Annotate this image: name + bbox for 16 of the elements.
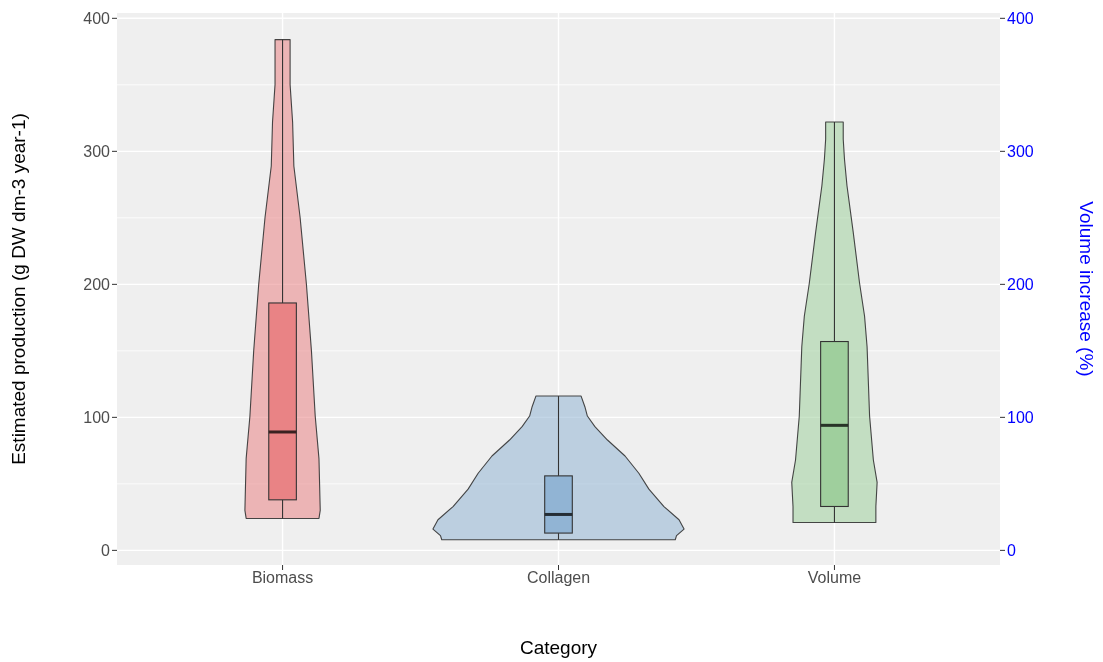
y2-tick-label: 100 <box>1007 409 1034 427</box>
y-tick-label: 0 <box>101 542 111 560</box>
y-axis-title: Estimated production (g DW dm-3 year-1) <box>8 113 29 465</box>
x-tick-label: Biomass <box>251 569 314 587</box>
y2-axis-title: Volume increase (%) <box>1076 201 1097 377</box>
y-tick-label: 300 <box>83 143 111 161</box>
y-tick-label: 200 <box>83 276 111 294</box>
x-axis-title: Category <box>519 637 598 658</box>
y2-tick-label: 200 <box>1007 276 1034 294</box>
x-tick-label: Volume <box>807 569 862 587</box>
y-tick-label: 400 <box>83 10 111 27</box>
x-tick-label: Collagen <box>526 569 591 587</box>
y-tick-label: 100 <box>83 409 111 427</box>
y2-tick-label: 400 <box>1007 10 1034 27</box>
y2-tick-label: 0 <box>1007 542 1016 560</box>
y2-tick-label: 300 <box>1007 143 1034 161</box>
